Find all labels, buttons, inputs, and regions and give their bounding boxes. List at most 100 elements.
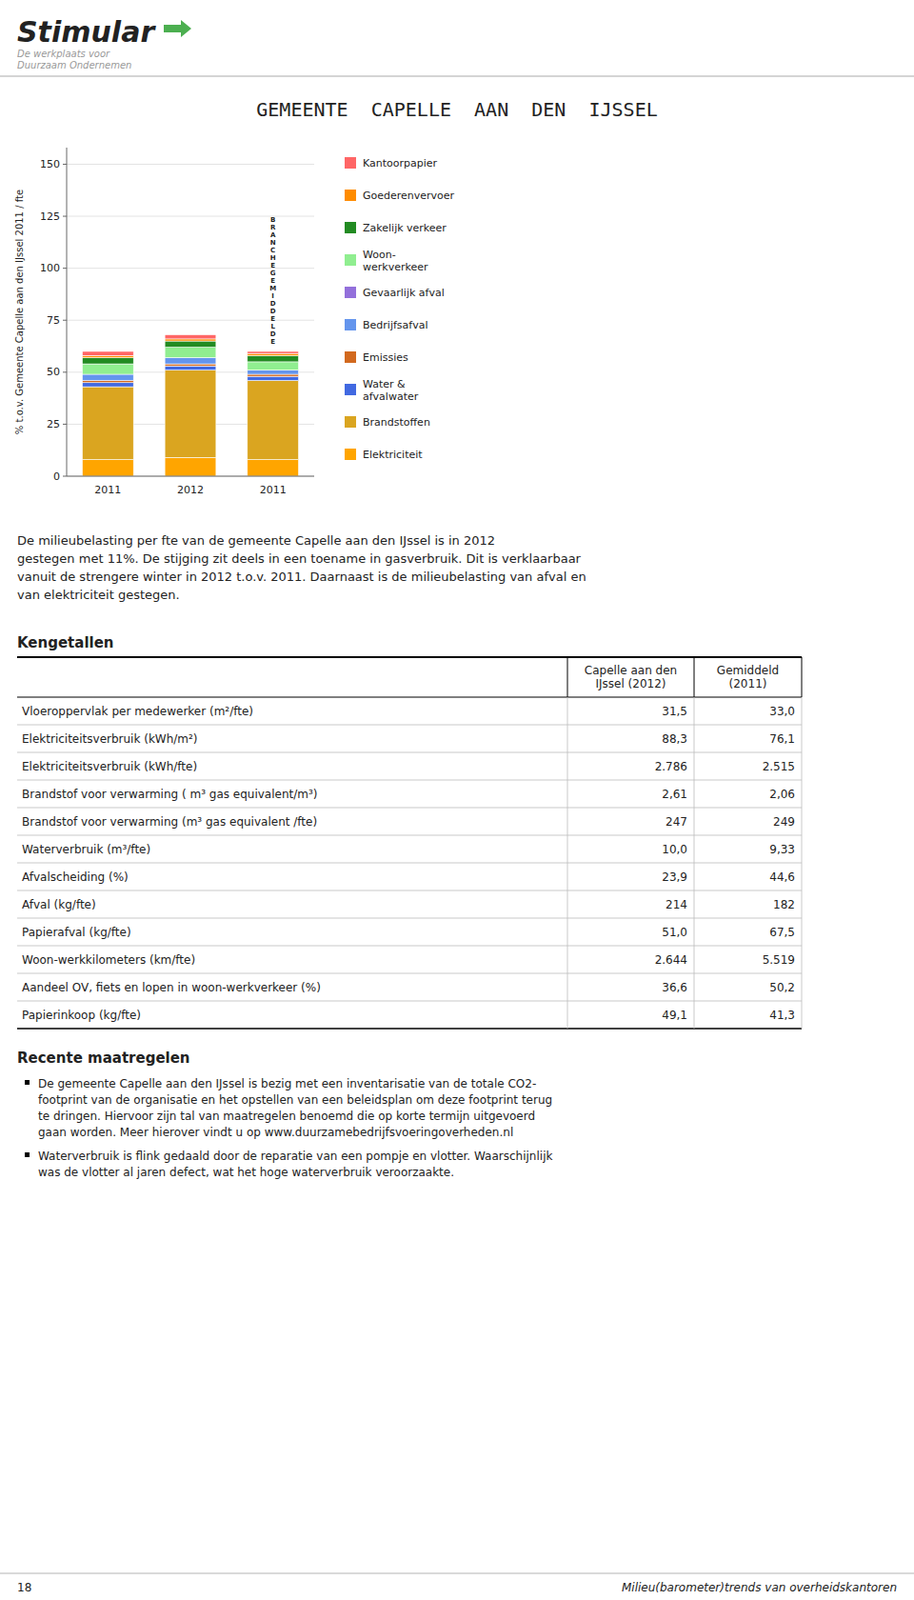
table-label: Vloeroppervlak per medewerker (m²/fte): [21, 704, 254, 718]
table-divider: [801, 890, 803, 918]
y-tick: [62, 476, 67, 477]
footer-right: Milieu(barometer)trends van overheidskan…: [621, 1580, 897, 1594]
table-divider: [567, 752, 569, 780]
legend-swatch: [344, 221, 357, 234]
y-tick: [62, 319, 67, 321]
legend-label: Water &afvalwater: [362, 377, 419, 402]
legend-label: Zakelijk verkeer: [362, 221, 447, 235]
bar-segment: [247, 380, 299, 460]
table-divider: [801, 973, 803, 1001]
table-divider: [801, 696, 803, 725]
table-header: Capelle aan denIJssel (2012): [584, 663, 677, 691]
y-tick: [62, 423, 67, 425]
table-divider: [694, 696, 696, 725]
bullet-text-line: De gemeente Capelle aan den IJssel is be…: [38, 1076, 537, 1091]
table-header-line: (2011): [729, 676, 768, 691]
table-value: 2,06: [769, 787, 795, 801]
annotation-line: D: [270, 299, 277, 308]
annotation-line: B: [270, 216, 276, 224]
y-tick-label: 75: [46, 314, 60, 327]
table-label: Papierinkoop (kg/fte): [21, 1008, 141, 1022]
y-tick-label: 0: [53, 470, 60, 483]
annotation-line: E: [270, 277, 276, 285]
legend-swatch: [344, 318, 357, 331]
bullets: De gemeente Capelle aan den IJssel is be…: [24, 1076, 553, 1179]
logo-text: Stimular: [17, 15, 157, 49]
table-value: 23,9: [661, 870, 688, 884]
x-tick-label: 2012: [177, 483, 204, 497]
bar-segment: [164, 370, 217, 458]
table-divider: [567, 696, 569, 725]
table-divider: [801, 945, 803, 974]
bullet-text-line: was de vlotter al jaren defect, wat het …: [38, 1165, 455, 1179]
bar-segment: [81, 380, 134, 383]
x-tick-label: 2011: [259, 483, 287, 497]
table-row-border: [17, 945, 802, 947]
bar-segment: [247, 355, 299, 362]
y-tick: [62, 371, 67, 373]
legend-swatch: [344, 189, 357, 201]
table-divider: [567, 862, 569, 891]
bar-segment: [164, 363, 217, 366]
legend-swatch: [344, 383, 357, 396]
legend-swatch: [344, 351, 357, 363]
table-value: 67,5: [769, 925, 795, 939]
table-label: Aandeel OV, fiets en lopen in woon-werkv…: [21, 980, 321, 994]
table-divider: [694, 862, 696, 891]
annotation-line: H: [270, 254, 277, 262]
logo-subtitle: De werkplaats voor: [17, 48, 111, 60]
table-value: 2,61: [661, 787, 688, 801]
legend-swatch: [344, 448, 357, 460]
table-value: 88,3: [661, 732, 688, 746]
grid-line: [66, 267, 315, 269]
bar-segment: [164, 338, 217, 341]
table-divider: [694, 724, 696, 753]
bar-segment: [81, 363, 134, 375]
annotation-line: N: [270, 238, 277, 247]
bullet-text-line: Waterverbruik is flink gedaald door de r…: [38, 1149, 553, 1163]
table-value: 31,5: [661, 704, 688, 718]
table-divider: [694, 890, 696, 918]
table-value: 49,1: [661, 1008, 688, 1022]
bullet-text-line: te dringen. Hiervoor zijn tal van maatre…: [38, 1109, 536, 1123]
table-divider: [694, 834, 696, 863]
annotation-line: I: [271, 292, 275, 300]
table-divider: [567, 779, 569, 808]
table-divider: [567, 1000, 569, 1029]
chart-title: GEMEENTE CAPELLE AAN DEN IJSSEL: [256, 98, 657, 121]
table-value: 247: [665, 814, 688, 829]
table-label: Papierafval (kg/fte): [21, 925, 132, 939]
bar-segment: [164, 347, 217, 358]
table-row-border: [17, 1027, 802, 1030]
bar-segment: [81, 459, 134, 477]
table-row-border: [17, 807, 802, 809]
legend-label: Brandstoffen: [362, 416, 431, 429]
table-row-border: [17, 779, 802, 781]
legend-label-line: afvalwater: [362, 389, 419, 402]
annotation-line: C: [270, 246, 276, 255]
bar-segment: [81, 374, 134, 381]
bullet-text-line: footprint van de organisatie en het opst…: [38, 1092, 553, 1107]
annotation-line: D: [270, 330, 277, 338]
table-row-border: [17, 862, 802, 864]
y-tick-label: 25: [46, 417, 60, 431]
annotation-line: L: [270, 322, 276, 331]
annotation-line: D: [270, 307, 277, 316]
legend-label: Kantoorpapier: [362, 157, 438, 170]
table-header-border: [17, 695, 802, 697]
table-value: 214: [665, 897, 688, 912]
bar-segment: [164, 357, 217, 365]
annotation-line: E: [270, 261, 276, 270]
table-label: Brandstof voor verwarming (m³ gas equiva…: [21, 814, 318, 829]
table-value: 9,33: [769, 842, 795, 856]
bar-segment: [247, 361, 299, 371]
y-tick-label: 150: [39, 158, 60, 171]
legend-label: Gevaarlijk afval: [362, 286, 445, 299]
table-divider: [694, 945, 696, 974]
table-label: Woon-werkkilometers (km/fte): [21, 953, 196, 967]
annotation-line: A: [270, 231, 277, 239]
y-axis-line: [66, 147, 68, 477]
bullet-marker: [24, 1152, 30, 1157]
paragraph-line: van elektriciteit gestegen.: [17, 587, 180, 602]
table-divider: [567, 890, 569, 918]
